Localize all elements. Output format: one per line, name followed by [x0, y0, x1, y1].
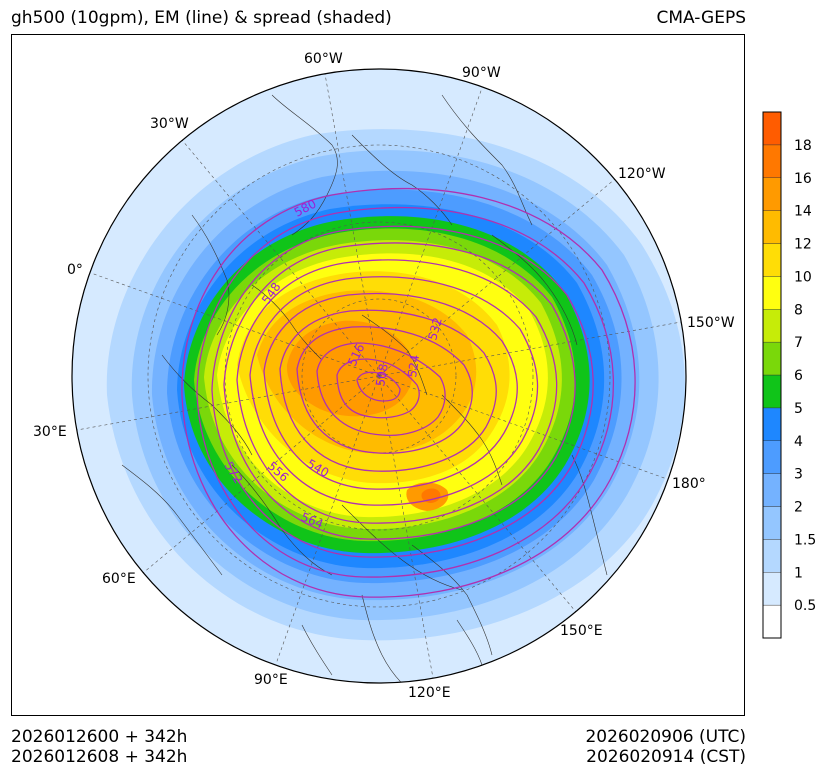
polar-map: 60°W 90°W 120°W 150°W 180° 150°E 120°E 9… [33, 51, 735, 701]
lon-label-90e: 90°E [254, 672, 288, 688]
colorbar-tick-label: 8 [794, 302, 803, 318]
lon-label-60e: 60°E [102, 571, 136, 587]
colorbar-tick-label: 7 [794, 335, 803, 351]
colorbar-tick-label: 1 [794, 565, 803, 581]
colorbar-ticks: 0.5 1 1.5 2 3 4 5 6 7 8 10 12 14 16 18 [794, 138, 816, 614]
footer-valid: 2026020906 (UTC) 2026020914 (CST) [585, 727, 746, 767]
colorbar-tick-label: 16 [794, 171, 812, 187]
init-time-cst: 2026012608 + 342h [11, 747, 188, 767]
contour-labels: 580 548 516 508 524 532 572 556 540 564 [221, 197, 444, 532]
colorbar-swatch [762, 572, 782, 606]
lon-label-150e: 150°E [560, 623, 603, 639]
contour-label: 508 [373, 363, 391, 388]
colorbar-swatch [762, 276, 782, 310]
colorbar-swatches [762, 111, 782, 639]
colorbar-tick-label: 0.5 [794, 598, 816, 614]
colorbar-swatch [762, 374, 782, 409]
lon-label-30e: 30°E [33, 424, 67, 440]
chart-title: gh500 (10gpm), EM (line) & spread (shade… [11, 8, 392, 28]
colorbar-tick-label: 5 [794, 401, 803, 417]
lon-label-90w: 90°W [462, 65, 501, 81]
colorbar-swatch [762, 341, 782, 376]
colorbar-tick-label: 1.5 [794, 532, 816, 548]
colorbar-tick-label: 12 [794, 237, 812, 253]
colorbar-tick-label: 6 [794, 368, 803, 384]
valid-time-utc: 2026020906 (UTC) [585, 727, 746, 747]
init-time-utc: 2026012600 + 342h [11, 727, 188, 747]
colorbar-tick-label: 4 [794, 434, 803, 450]
colorbar-swatch [762, 506, 782, 540]
colorbar-swatch [762, 210, 782, 244]
colorbar-swatch [762, 604, 782, 639]
graticule [76, 73, 682, 679]
contour-label: 532 [425, 316, 444, 342]
lon-label-60w: 60°W [304, 51, 343, 67]
valid-time-cst: 2026020914 (CST) [586, 747, 746, 767]
longitude-labels: 60°W 90°W 120°W 150°W 180° 150°E 120°E 9… [33, 51, 735, 701]
lon-label-120w: 120°W [618, 166, 666, 182]
colorbar-swatch [762, 309, 782, 343]
footer-init: 2026012600 + 342h 2026012608 + 342h [11, 727, 187, 767]
lon-label-180: 180° [672, 476, 706, 492]
lon-label-0: 0° [67, 262, 83, 278]
map-frame: 60°W 90°W 120°W 150°W 180° 150°E 120°E 9… [11, 34, 745, 716]
contour-label: 524 [405, 354, 422, 379]
colorbar-swatch [762, 473, 782, 507]
colorbar-swatch [762, 243, 782, 277]
lon-label-150w: 150°W [687, 315, 735, 331]
colorbar-swatch [762, 177, 782, 211]
colorbar-frame [762, 111, 782, 639]
colorbar-tick-label: 14 [794, 204, 812, 220]
colorbar-swatch [762, 144, 782, 178]
spread-band [421, 488, 441, 503]
coastlines [121, 94, 608, 683]
spread-band [286, 320, 414, 417]
lon-label-30w: 30°W [150, 116, 189, 132]
model-name: CMA-GEPS [656, 8, 746, 28]
colorbar-swatch [762, 539, 782, 573]
colorbar-swatch [762, 111, 782, 146]
colorbar-tick-label: 10 [794, 269, 812, 285]
colorbar-tick-label: 18 [794, 138, 812, 154]
map-boundary [71, 68, 687, 684]
colorbar-swatch [762, 407, 782, 441]
colorbar-tick-label: 3 [794, 467, 803, 483]
spread-shading [72, 69, 686, 683]
em-contours [181, 187, 636, 598]
colorbar-swatch [762, 440, 782, 474]
colorbar-tick-label: 2 [794, 500, 803, 516]
lon-label-120e: 120°E [408, 685, 451, 701]
